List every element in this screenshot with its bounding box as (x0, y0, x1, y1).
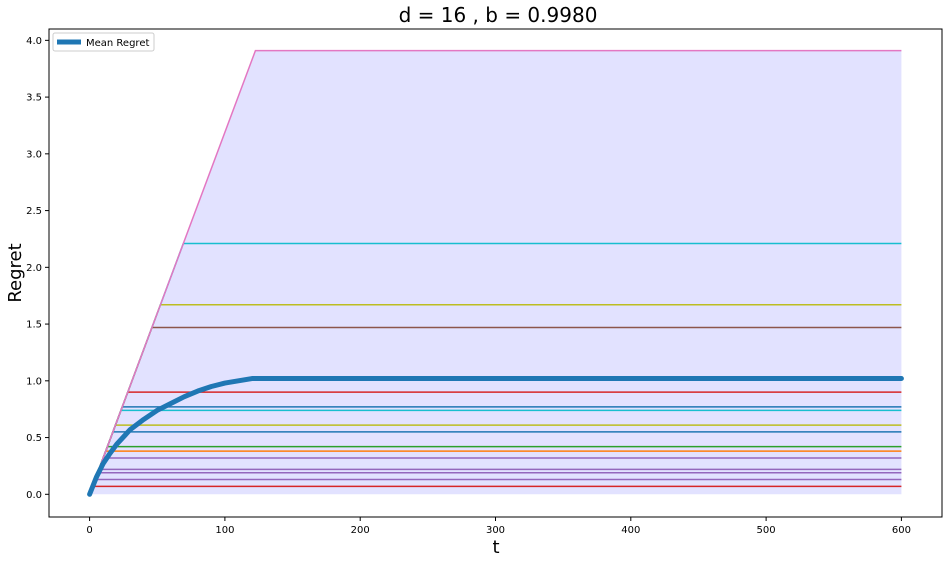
run-line-16 (88, 49, 902, 495)
y-tick-label: 2.0 (26, 263, 42, 274)
y-axis-label: Regret (5, 243, 26, 302)
x-tick-label: 400 (621, 525, 640, 536)
legend-label-mean-regret: Mean Regret (86, 38, 149, 49)
x-tick-label: 300 (486, 525, 505, 536)
chart-title: d = 16 , b = 0.9980 (399, 3, 598, 27)
y-tick-label: 4.0 (26, 36, 42, 47)
x-axis: 0 100 200 300 400 500 600 (86, 517, 911, 536)
y-tick-label: 3.0 (26, 149, 42, 160)
x-tick-label: 200 (351, 525, 370, 536)
y-tick-label: 0.0 (26, 490, 42, 501)
y-tick-label: 2.5 (26, 206, 42, 217)
x-tick-label: 100 (215, 525, 234, 536)
plot-area (87, 49, 904, 497)
y-tick-label: 1.5 (26, 320, 42, 331)
y-tick-label: 0.5 (26, 433, 42, 444)
x-tick-label: 500 (757, 525, 776, 536)
x-axis-label: t (492, 537, 499, 558)
legend-box (52, 32, 155, 52)
regret-band (89, 50, 902, 495)
x-tick-label: 600 (892, 525, 911, 536)
x-tick-label: 0 (86, 525, 92, 536)
y-axis: 0.0 0.5 1.0 1.5 2.0 2.5 3.0 3.5 4.0 (26, 36, 49, 501)
legend: Mean Regret (52, 32, 155, 52)
y-tick-label: 3.5 (26, 93, 42, 104)
y-tick-label: 1.0 (26, 376, 42, 387)
mean-regret-line (87, 376, 904, 497)
